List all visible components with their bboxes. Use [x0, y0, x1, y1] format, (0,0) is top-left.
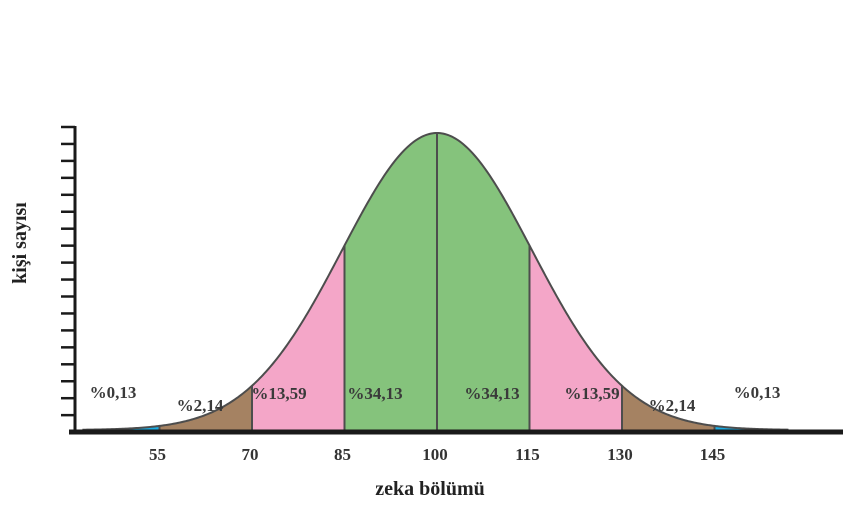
segment-percent-label: %34,13: [347, 384, 402, 403]
y-axis-ticks: [61, 125, 75, 417]
curve-segments: [82, 133, 789, 430]
x-tick-label: 145: [700, 445, 726, 464]
segment-labels: %0,13 %2,14 %13,59 %34,13 %34,13 %13,59 %2,14%…: [90, 383, 781, 415]
segment-percent-label: %34,13: [464, 384, 519, 403]
segment-percent-label: %2,14: [177, 396, 224, 415]
segment-area: [437, 133, 530, 430]
segment-area: [82, 425, 160, 430]
x-axis-title: zeka bölümü: [375, 478, 484, 500]
segment-area: [344, 133, 437, 430]
x-tick-label: 70: [242, 445, 259, 464]
x-tick-label: 115: [515, 445, 540, 464]
segment-dividers: [158, 133, 716, 430]
segment-percent-label: %0,13: [734, 383, 781, 402]
segment-area: [529, 245, 622, 430]
segment-percent-label: %13,59: [251, 384, 306, 403]
bell-curve-outline: [82, 131, 789, 431]
x-axis-tick-labels: 55 70 85 100 115 130 145: [149, 445, 725, 464]
x-tick-label: 100: [422, 445, 448, 464]
x-tick-label: 85: [334, 445, 351, 464]
segment-percent-label: %2,14: [649, 396, 696, 415]
segment-area: [252, 245, 345, 430]
segment-area: [159, 385, 252, 430]
segment-area: [714, 425, 789, 430]
y-axis-title: kişi sayısı: [9, 202, 31, 284]
segment-area: [622, 385, 715, 430]
segment-percent-label: %13,59: [564, 384, 619, 403]
segment-percent-label: %0,13: [90, 383, 137, 402]
x-tick-label: 55: [149, 445, 166, 464]
x-tick-label: 130: [607, 445, 633, 464]
